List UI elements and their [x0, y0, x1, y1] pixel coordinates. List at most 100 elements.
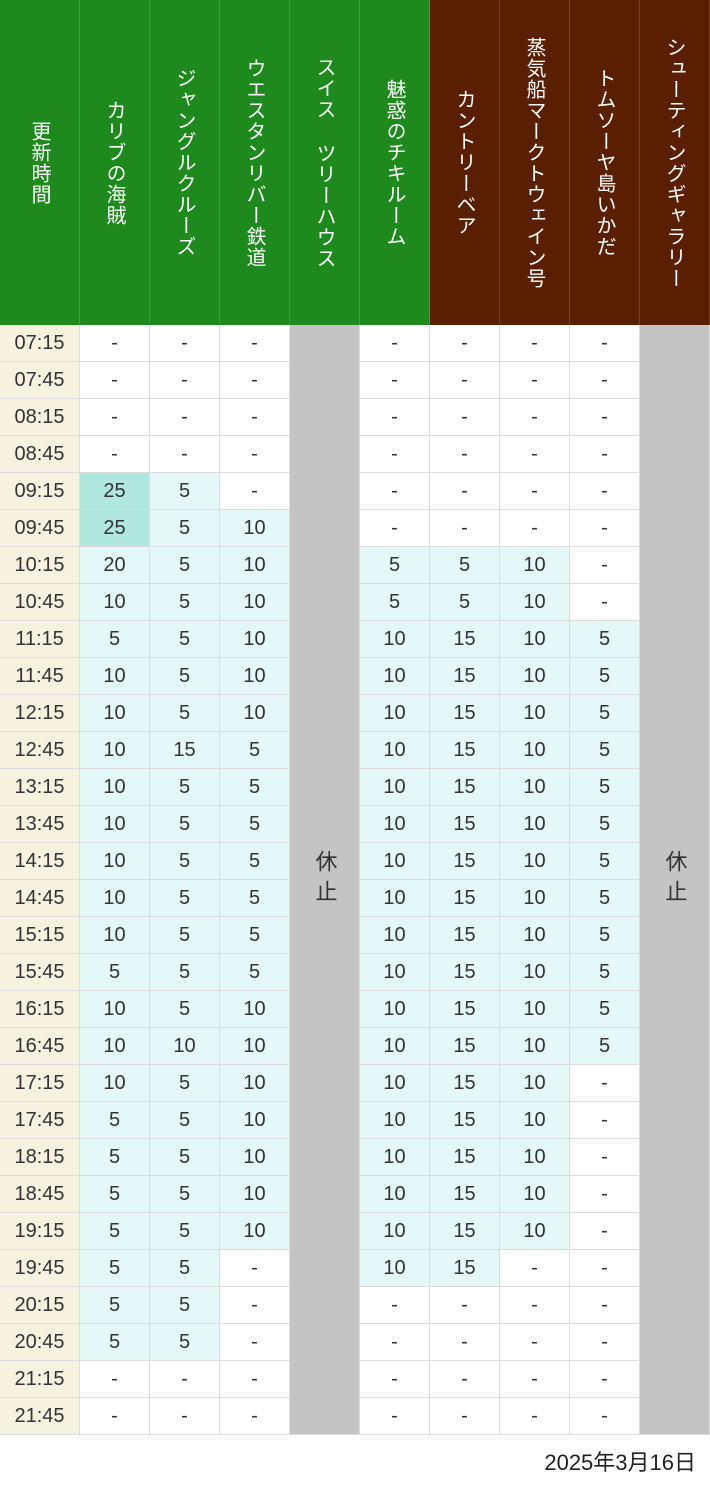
wait-time-cell: 5	[220, 880, 290, 917]
wait-time-cell: 10	[360, 917, 430, 954]
wait-time-cell: 5	[80, 1250, 150, 1287]
time-cell: 08:15	[0, 399, 80, 436]
wait-time-cell: -	[430, 1324, 500, 1361]
column-header: スイス ツリーハウス	[290, 0, 360, 325]
wait-time-cell: 10	[360, 1213, 430, 1250]
wait-time-cell: -	[430, 362, 500, 399]
wait-time-cell: -	[570, 362, 640, 399]
wait-time-cell: 15	[430, 806, 500, 843]
wait-time-cell: 5	[220, 769, 290, 806]
wait-time-cell: -	[220, 362, 290, 399]
wait-time-cell: 10	[80, 843, 150, 880]
wait-time-cell: 5	[150, 695, 220, 732]
wait-time-cell: -	[80, 436, 150, 473]
time-cell: 14:15	[0, 843, 80, 880]
wait-time-cell: 5	[570, 880, 640, 917]
wait-time-cell: 5	[150, 1102, 220, 1139]
closed-column: 休止	[640, 325, 710, 1435]
wait-time-cell: -	[360, 362, 430, 399]
wait-time-cell: 5	[220, 843, 290, 880]
wait-time-cell: 5	[150, 1213, 220, 1250]
column-header: カリブの海賊	[80, 0, 150, 325]
wait-time-cell: 10	[500, 1065, 570, 1102]
wait-time-cell: 10	[80, 806, 150, 843]
wait-time-cell: 10	[360, 880, 430, 917]
time-cell: 16:15	[0, 991, 80, 1028]
wait-time-cell: -	[500, 1361, 570, 1398]
wait-time-cell: 10	[80, 584, 150, 621]
wait-time-cell: 5	[80, 954, 150, 991]
wait-time-cell: 25	[80, 510, 150, 547]
wait-time-cell: 10	[500, 1176, 570, 1213]
wait-time-cell: -	[360, 1398, 430, 1435]
wait-time-cell: 10	[500, 547, 570, 584]
wait-time-cell: 10	[500, 1213, 570, 1250]
time-cell: 16:45	[0, 1028, 80, 1065]
wait-time-cell: -	[570, 1065, 640, 1102]
wait-time-cell: 5	[80, 1213, 150, 1250]
wait-time-cell: 5	[80, 621, 150, 658]
wait-time-cell: -	[80, 1398, 150, 1435]
time-cell: 11:15	[0, 621, 80, 658]
wait-time-cell: -	[500, 1250, 570, 1287]
wait-time-cell: 5	[150, 880, 220, 917]
time-cell: 07:45	[0, 362, 80, 399]
wait-time-cell: 10	[360, 1065, 430, 1102]
wait-time-cell: 15	[430, 1139, 500, 1176]
wait-time-cell: 5	[150, 1250, 220, 1287]
time-cell: 09:45	[0, 510, 80, 547]
wait-time-cell: 5	[360, 547, 430, 584]
wait-time-cell: 5	[220, 732, 290, 769]
wait-time-cell: -	[570, 584, 640, 621]
wait-time-cell: 5	[150, 1139, 220, 1176]
wait-time-cell: 5	[150, 473, 220, 510]
wait-time-cell: -	[570, 436, 640, 473]
time-cell: 07:15	[0, 325, 80, 362]
wait-time-cell: 10	[220, 547, 290, 584]
wait-time-cell: -	[500, 1398, 570, 1435]
wait-time-cell: -	[360, 436, 430, 473]
wait-time-cell: -	[570, 1398, 640, 1435]
wait-time-cell: 10	[360, 1139, 430, 1176]
wait-time-cell: 10	[360, 1250, 430, 1287]
wait-time-cell: 5	[150, 1324, 220, 1361]
wait-time-cell: 15	[430, 695, 500, 732]
wait-time-cell: -	[500, 1324, 570, 1361]
wait-time-cell: -	[80, 399, 150, 436]
wait-time-cell: -	[360, 510, 430, 547]
wait-time-cell: 5	[570, 621, 640, 658]
wait-time-cell: 5	[150, 843, 220, 880]
wait-time-cell: 5	[220, 917, 290, 954]
wait-time-cell: 15	[430, 917, 500, 954]
wait-time-cell: 10	[150, 1028, 220, 1065]
wait-time-cell: 10	[500, 1139, 570, 1176]
wait-time-cell: -	[150, 1398, 220, 1435]
wait-time-cell: -	[150, 399, 220, 436]
wait-time-cell: -	[500, 436, 570, 473]
wait-time-cell: -	[570, 1176, 640, 1213]
wait-time-cell: 10	[500, 584, 570, 621]
wait-time-cell: -	[570, 1324, 640, 1361]
wait-time-cell: 5	[150, 769, 220, 806]
wait-time-cell: 5	[150, 584, 220, 621]
wait-time-cell: 15	[430, 1065, 500, 1102]
wait-time-cell: 10	[220, 695, 290, 732]
wait-time-cell: -	[220, 1361, 290, 1398]
wait-time-cell: -	[360, 1287, 430, 1324]
wait-time-cell: -	[500, 325, 570, 362]
time-cell: 13:45	[0, 806, 80, 843]
wait-time-cell: 10	[360, 695, 430, 732]
wait-time-cell: 10	[500, 917, 570, 954]
wait-time-cell: 10	[220, 658, 290, 695]
wait-time-cell: 5	[80, 1287, 150, 1324]
wait-time-cell: 10	[360, 658, 430, 695]
wait-time-cell: 10	[360, 806, 430, 843]
wait-time-cell: -	[220, 1250, 290, 1287]
wait-time-cell: 10	[220, 1028, 290, 1065]
wait-time-cell: -	[150, 1361, 220, 1398]
time-cell: 12:15	[0, 695, 80, 732]
wait-time-cell: 10	[220, 991, 290, 1028]
wait-time-cell: 10	[360, 732, 430, 769]
wait-time-cell: 10	[500, 658, 570, 695]
column-header: 蒸気船マークトウェイン号	[500, 0, 570, 325]
